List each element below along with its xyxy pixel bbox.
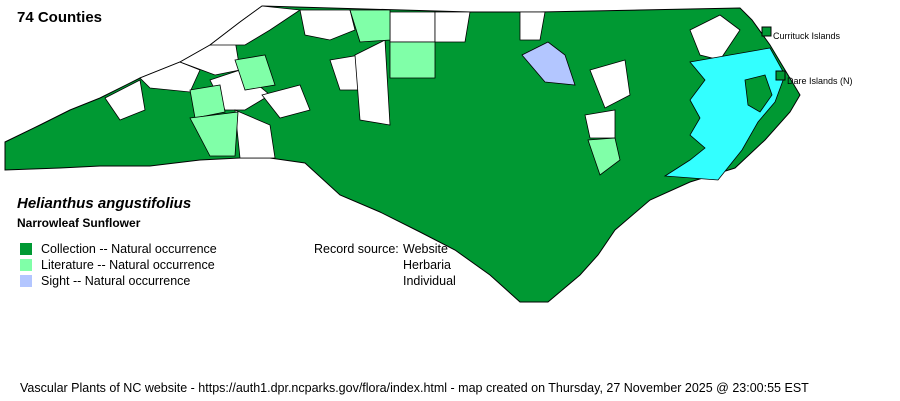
county-count: 74 Counties — [17, 9, 103, 26]
counties-literature — [189, 9, 621, 176]
footer-credit: Vascular Plants of NC website - https://… — [20, 381, 809, 395]
literature-swatch — [20, 259, 32, 271]
currituck-islands-marker — [761, 26, 772, 37]
record-source-herbaria: Herbaria — [403, 258, 451, 272]
legend-item-sight: Sight -- Natural occurrence — [20, 274, 190, 288]
legend-label: Literature -- Natural occurrence — [41, 258, 215, 272]
record-source-website: Website — [403, 242, 448, 256]
counties-no-record — [104, 5, 746, 159]
record-source-individual: Individual — [403, 274, 456, 288]
legend-item-literature: Literature -- Natural occurrence — [20, 258, 215, 272]
collection-swatch — [20, 243, 32, 255]
legend-item-collection: Collection -- Natural occurrence — [20, 242, 217, 256]
dare-islands-label: Dare Islands (N) — [787, 76, 853, 86]
county-sight — [521, 41, 576, 86]
sight-swatch — [20, 275, 32, 287]
dare-islands-marker — [775, 70, 786, 81]
legend-label: Sight -- Natural occurrence — [41, 274, 191, 288]
currituck-islands-label: Currituck Islands — [773, 31, 841, 41]
common-name: Narrowleaf Sunflower — [17, 216, 141, 230]
record-source-label: Record source: — [314, 242, 399, 256]
scientific-name: Helianthus angustifolius — [17, 195, 192, 212]
legend-label: Collection -- Natural occurrence — [41, 242, 217, 256]
outer-banks-land — [744, 74, 773, 113]
